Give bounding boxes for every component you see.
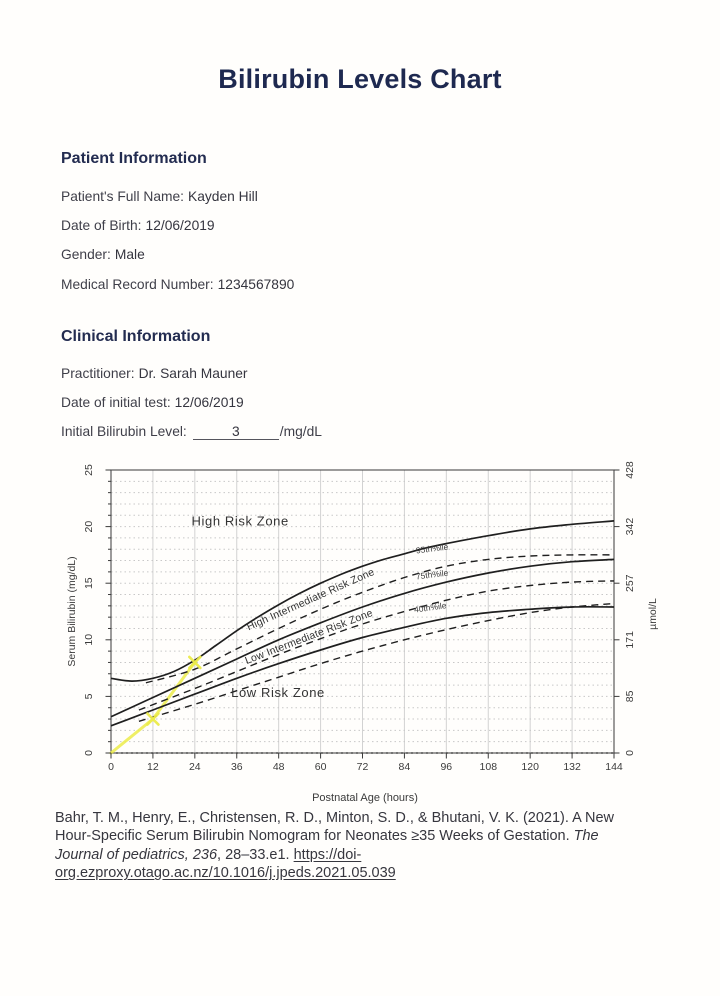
citation-link[interactable]: org.ezproxy.otago.ac.nz/10.1016/j.jpeds.… [55, 865, 396, 882]
x-tick-label: 36 [231, 761, 243, 773]
patient-name-value: Kayden Hill [188, 189, 258, 204]
initial-bilirubin-unit: /mg/dL [279, 423, 322, 439]
x-axis-title: Postnatal Age (hours) [312, 792, 418, 804]
initial-bilirubin-value-blank[interactable]: 3 [192, 424, 279, 440]
medical-record-number-field: Medical Record Number: 1234567890 [61, 270, 294, 299]
x-tick-label: 12 [147, 761, 159, 773]
x-tick-label: 0 [108, 761, 114, 773]
marker-stroke [188, 655, 202, 670]
marker-stroke [146, 712, 160, 726]
patient-name-field: Patient's Full Name: Kayden Hill [61, 182, 294, 211]
y-right-tick-label: 171 [624, 631, 636, 649]
date-of-birth-label: Date of Birth: [61, 218, 142, 234]
percentile-curve-dashed [138, 580, 615, 711]
gender-field: Gender: Male [61, 240, 294, 269]
x-tick-label: 24 [189, 761, 201, 773]
date-of-birth-value: 12/06/2019 [145, 218, 215, 234]
citation: Bahr, T. M., Henry, E., Christensen, R. … [55, 809, 695, 883]
patient-data-marker [188, 655, 202, 670]
citation-line: Journal of pediatrics, 236, 28–33.e1. ht… [55, 846, 695, 864]
citation-text: Bahr, T. M., Henry, E., Christensen, R. … [55, 810, 615, 826]
initial-bilirubin-field: Initial Bilirubin Level: 3/mg/dL [61, 418, 322, 447]
bilirubin-nomogram-chart: 0 5 10 15 20 25 0 85 171 257 342 428 0 12 24 36 48 60 72 84… [66, 461, 659, 804]
page-title: Bilirubin Levels Chart [218, 64, 502, 94]
initial-test-date-label: Date of initial test: [61, 394, 171, 410]
clinical-info-heading: Clinical Information [61, 328, 211, 345]
y-left-tick-label: 25 [83, 464, 95, 476]
y-left-tick-label: 15 [83, 577, 95, 589]
gender-label: Gender: [61, 247, 111, 263]
initial-bilirubin-label: Initial Bilirubin Level: [61, 423, 187, 439]
y-right-tick-label: 342 [624, 518, 636, 536]
risk-zone-label: High Risk Zone [192, 514, 289, 529]
percentile-curve-dashed [138, 602, 615, 722]
citation-text: Hour-Specific Serum Bilirubin Nomogram f… [55, 828, 574, 845]
x-tick-label: 108 [480, 761, 498, 773]
x-tick-label: 72 [357, 761, 369, 773]
percentile-curve-solid [110, 605, 615, 727]
patient-info-fields: Patient's Full Name: Kayden Hill Date of … [61, 182, 294, 299]
x-tick-label: 132 [563, 761, 581, 773]
axis-ticks [105, 469, 620, 759]
initial-test-date-field: Date of initial test: 12/06/2019 [61, 389, 322, 418]
percentile-curve-label: 95th%ile [415, 542, 449, 556]
patient-name-label: Patient's Full Name: [61, 189, 185, 204]
date-of-birth-field: Date of Birth: 12/06/2019 [61, 211, 294, 240]
x-tick-label: 48 [273, 761, 285, 773]
y-right-tick-label: 85 [624, 690, 636, 702]
y-axis-title-left: Serum Bilirubin (mg/dL) [66, 556, 78, 666]
practitioner-field: Practitioner: Dr. Sarah Mauner [61, 360, 322, 389]
y-left-tick-label: 20 [83, 521, 95, 533]
y-axis-title-right: µmol/L [647, 598, 659, 630]
medical-record-number-value: 1234567890 [217, 276, 295, 292]
practitioner-label: Practitioner: [61, 366, 135, 381]
gender-value: Male [114, 247, 145, 263]
x-tick-label: 60 [315, 761, 327, 773]
x-tick-label: 120 [521, 761, 539, 773]
y-left-tick-label: 0 [83, 750, 95, 756]
horizontal-gridlines [111, 480, 614, 743]
citation-text: The [573, 828, 599, 845]
citation-link[interactable]: https://doi- [293, 846, 362, 863]
x-tick-label: 144 [605, 761, 623, 773]
y-right-tick-label: 0 [624, 750, 636, 756]
citation-line: Bahr, T. M., Henry, E., Christensen, R. … [55, 809, 695, 827]
y-left-tick-label: 10 [83, 634, 95, 646]
initial-test-date-value: 12/06/2019 [174, 394, 244, 410]
citation-line: Hour-Specific Serum Bilirubin Nomogram f… [55, 827, 695, 845]
practitioner-value: Dr. Sarah Mauner [138, 366, 248, 381]
vertical-gridlines [152, 470, 615, 753]
percentile-curve-solid [110, 558, 615, 718]
risk-zone-label: Low Risk Zone [231, 685, 325, 700]
clinical-info-fields: Practitioner: Dr. Sarah Mauner Date of in… [61, 360, 322, 446]
percentile-curve-label: 75th%ile [415, 568, 449, 582]
x-tick-label: 96 [440, 761, 452, 773]
percentile-curve-dashed [145, 554, 615, 684]
patient-data-marker [146, 712, 160, 726]
citation-line: org.ezproxy.otago.ac.nz/10.1016/j.jpeds.… [55, 864, 695, 882]
axis-tick-labels: 0 5 10 15 20 25 0 85 171 257 342 428 0 12 24 36 48 60 72 84… [83, 461, 636, 773]
y-right-tick-label: 428 [624, 461, 636, 479]
citation-text: , 28–33.e1. [217, 846, 294, 863]
percentile-curve-solid [110, 520, 615, 682]
y-left-tick-label: 5 [83, 693, 95, 699]
patient-info-heading: Patient Information [61, 150, 207, 167]
percentile-curve-label: 40th%ile [413, 600, 447, 614]
y-right-tick-label: 257 [624, 574, 636, 592]
medical-record-number-label: Medical Record Number: [61, 276, 214, 292]
citation-text: Journal of pediatrics, 236 [55, 846, 218, 863]
x-tick-label: 84 [399, 761, 411, 773]
